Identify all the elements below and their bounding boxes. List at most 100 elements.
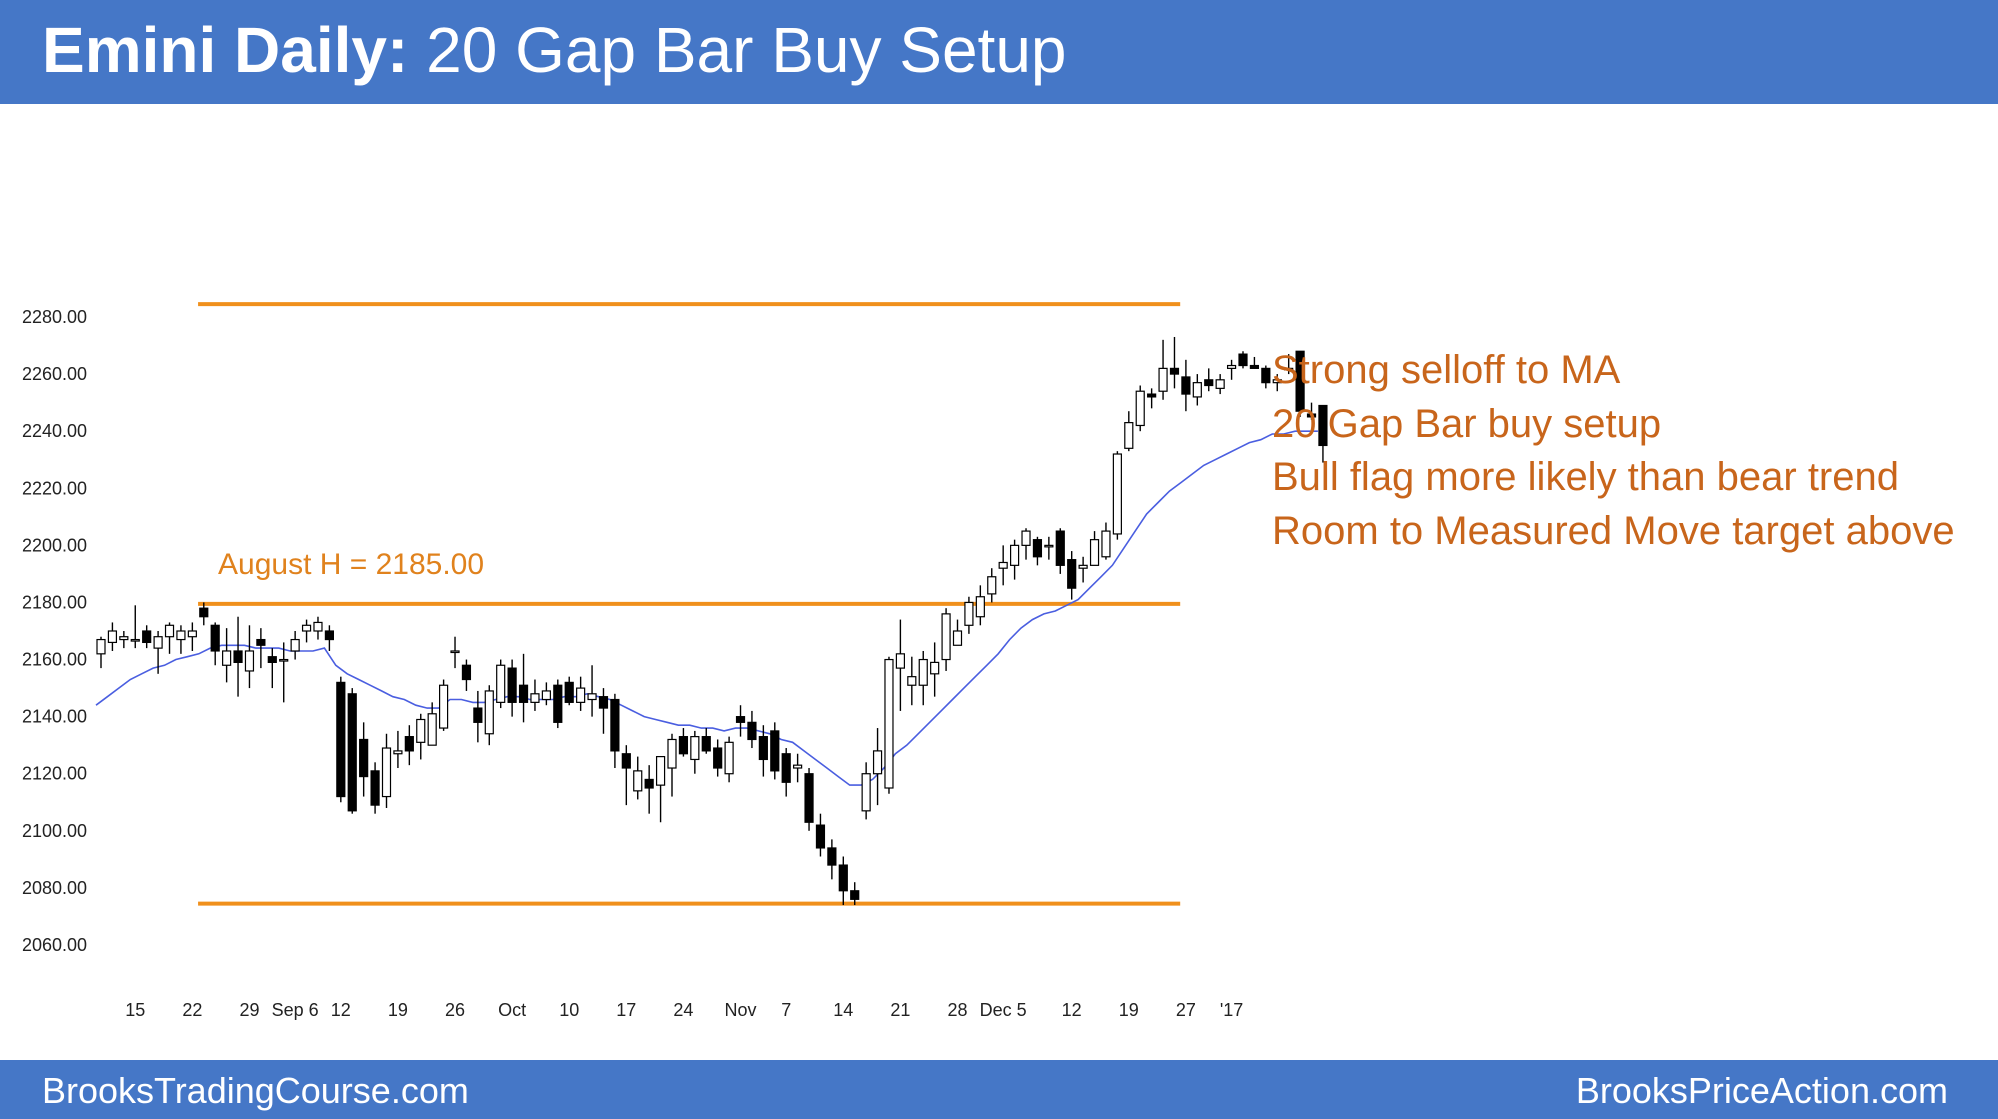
candle: [576, 676, 586, 711]
candle-body-bull: [1089, 539, 1100, 566]
candle-body-bull: [987, 576, 997, 595]
candle: [1226, 359, 1237, 380]
candle: [381, 733, 392, 808]
footer-left-site: BrooksTradingCourse.com: [42, 1070, 469, 1111]
candle: [1124, 411, 1134, 452]
candle-body-bull: [381, 747, 392, 798]
candle-body-bull: [872, 750, 883, 775]
candle-body-bull: [1009, 544, 1020, 566]
candle: [279, 642, 289, 703]
candle: [861, 762, 871, 820]
candle-body-bull: [1124, 422, 1134, 449]
candle-body-bear: [324, 630, 334, 641]
x-tick-label: 22: [182, 1000, 202, 1020]
candle-body-bear: [781, 753, 791, 783]
y-tick-label: 2180.00: [22, 592, 87, 612]
candle: [827, 839, 837, 880]
candle: [1112, 451, 1122, 540]
candle: [244, 625, 255, 689]
candle-body-bear: [713, 747, 723, 769]
candle: [256, 628, 266, 669]
x-axis: 15 22 29 Sep 6 12 19 26 Oct 10 17 24 Nov 7 14 21 28 Dec …: [125, 1000, 1243, 1020]
candle-body-bear: [142, 630, 152, 644]
candle-body-bull: [541, 690, 551, 701]
candle-body-bull: [107, 630, 118, 644]
candle-body-bull: [793, 764, 803, 769]
candle-body-bear: [256, 638, 266, 646]
candle-body-bull: [952, 630, 963, 646]
candle: [1089, 531, 1100, 566]
candle-body-bull: [895, 653, 906, 669]
x-tick-label: 12: [331, 1000, 351, 1020]
candle: [210, 622, 220, 666]
candle-body-bull: [633, 770, 643, 792]
candle-body-bull: [964, 601, 974, 626]
candle: [1318, 404, 1328, 463]
x-tick-label: 21: [890, 1000, 910, 1020]
y-tick-label: 2160.00: [22, 650, 87, 670]
candle: [930, 642, 940, 697]
annotation-bull-flag: Bull flag more likely than bear trend: [1272, 455, 1899, 499]
candle: [907, 656, 917, 706]
candle-body-bear: [598, 696, 609, 709]
candle-body-bear: [1238, 353, 1248, 367]
candle: [416, 713, 426, 760]
candle: [850, 882, 860, 906]
candle: [1238, 351, 1248, 369]
candle: [838, 856, 848, 906]
candle: [119, 631, 129, 649]
candle-body-bull: [587, 693, 597, 701]
candle-body-bull: [1284, 367, 1294, 371]
candle-body-bear: [1295, 350, 1305, 412]
candle: [518, 653, 529, 723]
candle-body-bull: [690, 736, 700, 761]
candle-body-bull: [279, 658, 289, 662]
candle: [142, 625, 152, 649]
candle: [701, 728, 711, 754]
candle-body-bull: [724, 741, 734, 775]
candle-body-bear: [735, 716, 746, 723]
y-tick-label: 2220.00: [22, 478, 87, 498]
candle: [1169, 336, 1180, 389]
candle-body-bear: [804, 773, 814, 823]
candle: [884, 656, 894, 794]
candle-body-bear: [827, 847, 837, 866]
candle-body-bull: [187, 630, 197, 638]
candle-body-bear: [1169, 367, 1180, 375]
candle: [1055, 528, 1065, 574]
candle-body-bull: [1158, 367, 1168, 392]
candle-body-bear: [1055, 530, 1065, 566]
candle: [233, 616, 243, 697]
x-tick-label: 14: [833, 1000, 853, 1020]
candle-body-bear: [347, 693, 357, 812]
candle: [1306, 402, 1317, 420]
candle-body-bull: [1044, 544, 1054, 548]
candle: [1272, 374, 1282, 392]
x-tick-label: Sep 6: [272, 1000, 319, 1020]
candle-body-bull: [655, 755, 666, 786]
footer-right-site: BrooksPriceAction.com: [1575, 1070, 1948, 1111]
candle: [1249, 356, 1260, 369]
candle: [301, 619, 312, 643]
candle-body-bull: [427, 713, 437, 746]
candle-body-bull: [1215, 379, 1225, 389]
candle-body-bear: [359, 738, 369, 778]
candle: [621, 745, 631, 806]
candle: [313, 616, 323, 640]
candle: [107, 622, 118, 651]
candle-body-bull: [244, 650, 255, 672]
candle-body-bull: [153, 636, 163, 649]
august-high-label: August H = 2185.00: [218, 548, 485, 581]
candle-body-bull: [484, 690, 494, 735]
candle-body-bull: [393, 750, 403, 755]
candle-body-bull: [222, 650, 232, 666]
candle: [690, 730, 700, 774]
candle: [96, 636, 106, 669]
candle: [587, 665, 597, 717]
candle-body-bear: [233, 650, 243, 663]
candle: [427, 702, 437, 746]
candle: [564, 676, 574, 706]
x-tick-label: 29: [239, 1000, 259, 1020]
candle: [735, 705, 746, 737]
x-tick-label: 12: [1062, 1000, 1082, 1020]
